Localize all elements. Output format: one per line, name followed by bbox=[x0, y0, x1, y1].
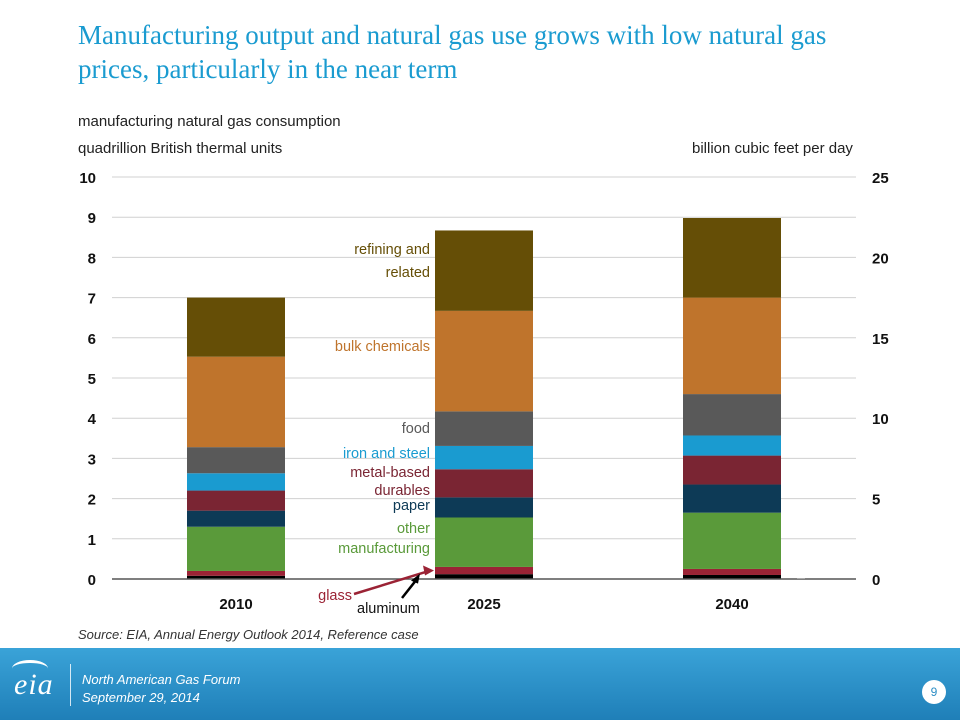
eia-logo: eia bbox=[14, 668, 54, 701]
page-number: 9 bbox=[922, 680, 946, 704]
series-label: paper bbox=[393, 498, 430, 514]
bar-segment bbox=[435, 310, 533, 412]
left-axis-title: manufacturing natural gas consumption bbox=[78, 113, 341, 130]
footer-divider bbox=[70, 664, 71, 706]
bar-segment bbox=[187, 297, 285, 357]
glass-arrow-head-icon bbox=[423, 565, 434, 576]
bar-segment bbox=[187, 447, 285, 474]
y-tick-label: 7 bbox=[88, 291, 96, 308]
right-axis-unit: billion cubic feet per day bbox=[692, 140, 853, 157]
aluminum-arrow bbox=[401, 580, 416, 599]
y-tick-label: 2 bbox=[88, 492, 96, 509]
bar-segment bbox=[435, 574, 533, 579]
y2-tick-label: 0 bbox=[872, 572, 880, 589]
bar-segment bbox=[683, 455, 781, 485]
bar-segment bbox=[435, 230, 533, 311]
series-label: manufacturing bbox=[338, 541, 430, 557]
footer-date: September 29, 2014 bbox=[82, 690, 200, 705]
x-tick-label: 2025 bbox=[467, 596, 500, 613]
source-note: Source: EIA, Annual Energy Outlook 2014,… bbox=[78, 627, 419, 642]
bar-segment bbox=[187, 510, 285, 527]
left-axis-unit: quadrillion British thermal units bbox=[78, 140, 283, 157]
bar-segment bbox=[435, 445, 533, 470]
y2-tick-label: 15 bbox=[872, 331, 889, 348]
bar-segment bbox=[683, 574, 781, 579]
bar-segment bbox=[683, 218, 781, 298]
page-title: Manufacturing output and natural gas use… bbox=[78, 20, 827, 84]
bar-segment bbox=[187, 473, 285, 491]
bar-segment bbox=[683, 512, 781, 569]
y2-tick-label: 20 bbox=[872, 250, 889, 267]
bar-segment bbox=[187, 575, 285, 579]
aluminum-arrow-head-icon bbox=[411, 573, 420, 584]
x-tick-label: 2040 bbox=[715, 596, 748, 613]
bar-segment bbox=[187, 490, 285, 511]
bar-segment bbox=[683, 394, 781, 436]
bar-segment bbox=[187, 570, 285, 576]
glass-arrow bbox=[353, 570, 428, 596]
bar-segment bbox=[683, 435, 781, 456]
eia-logo-arc-icon bbox=[12, 660, 48, 677]
bar-segment bbox=[435, 469, 533, 498]
series-label: aluminum bbox=[357, 601, 420, 617]
bar-segment bbox=[187, 526, 285, 571]
series-label: iron and steel bbox=[343, 446, 430, 462]
y-tick-label: 8 bbox=[88, 250, 96, 267]
series-label: bulk chemicals bbox=[335, 339, 430, 355]
bar-segment bbox=[435, 566, 533, 575]
y2-tick-label: 10 bbox=[872, 411, 889, 428]
y2-tick-label: 25 bbox=[872, 170, 889, 187]
bar-segment bbox=[683, 568, 781, 575]
series-label: other bbox=[397, 521, 430, 537]
footer-event-name: North American Gas Forum bbox=[82, 672, 241, 687]
series-label: durables bbox=[374, 483, 430, 499]
x-tick-label: 2010 bbox=[219, 596, 252, 613]
y-tick-label: 5 bbox=[88, 371, 96, 388]
y2-tick-label: 5 bbox=[872, 492, 880, 509]
footer-band: eia North American Gas Forum September 2… bbox=[0, 648, 960, 720]
bar-segment bbox=[435, 411, 533, 446]
series-label: refining and bbox=[354, 242, 430, 258]
y-tick-label: 4 bbox=[88, 411, 97, 428]
footer-background bbox=[0, 648, 960, 720]
y-tick-label: 9 bbox=[88, 210, 96, 227]
bar-segment bbox=[683, 484, 781, 513]
bar-segment bbox=[187, 356, 285, 448]
y-tick-label: 10 bbox=[79, 170, 96, 187]
bar-segment bbox=[683, 297, 781, 395]
y-tick-label: 1 bbox=[88, 532, 96, 549]
bar-segment bbox=[435, 497, 533, 518]
series-label: related bbox=[386, 265, 430, 281]
series-label: food bbox=[402, 421, 430, 437]
y-tick-label: 3 bbox=[88, 451, 96, 468]
series-label: glass bbox=[318, 588, 352, 604]
series-label: metal-based bbox=[350, 465, 430, 481]
y-tick-label: 0 bbox=[88, 572, 96, 589]
y-tick-label: 6 bbox=[88, 331, 96, 348]
bar-segment bbox=[435, 517, 533, 567]
